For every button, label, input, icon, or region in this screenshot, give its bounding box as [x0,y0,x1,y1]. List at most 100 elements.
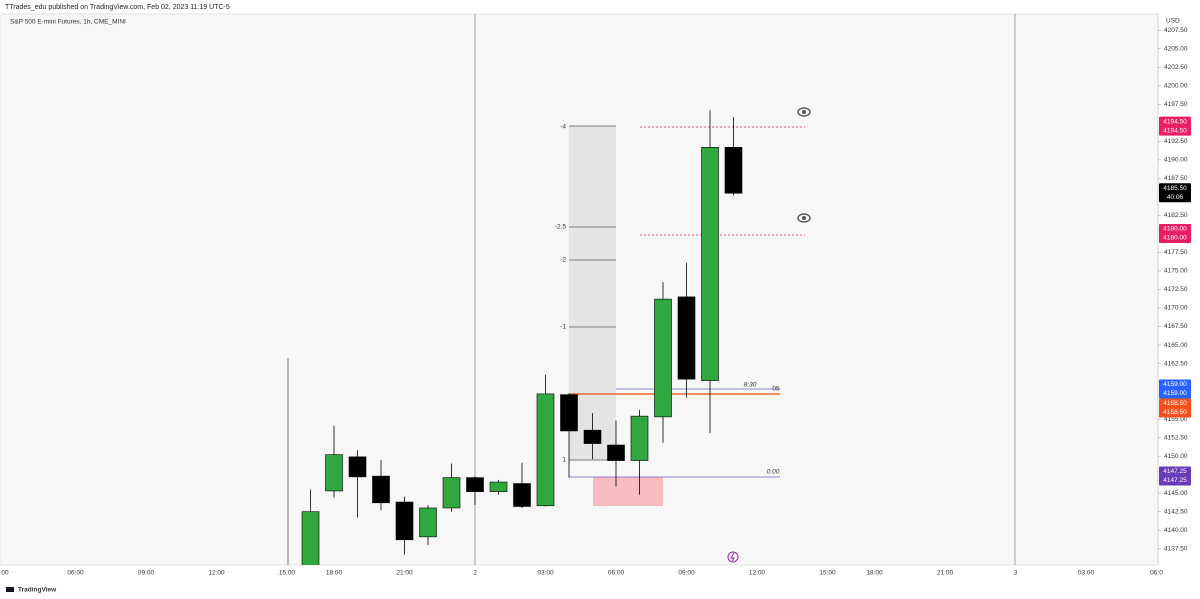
x-tick-label: 15:00 [819,570,836,577]
price-badge [1159,183,1191,203]
candle-body [442,477,461,509]
eye-icon [797,213,811,223]
y-tick-label: 4197.50 [1164,101,1188,108]
candle-body [489,481,508,492]
candle-body [536,393,555,507]
y-tick-label: 4155.00 [1164,416,1188,423]
x-tick-label: 21:00 [937,570,954,577]
candle-body [348,456,367,478]
event-icon [730,552,735,562]
y-tick-label: 4140.00 [1164,527,1188,534]
y-tick-label: 4170.00 [1164,305,1188,312]
candle-body [607,444,625,461]
x-tick-label: 12:00 [749,570,766,577]
price-badge-label: 4158.50 [1163,409,1187,416]
header: TTrades_edu published on TradingView.com… [5,4,230,11]
y-tick-label: 4177.50 [1164,249,1188,256]
x-tick-label: 12:00 [208,570,225,577]
x-tick-label: 03:00 [537,570,554,577]
price-badge [1159,223,1191,243]
y-tick-label: 4152.50 [1164,434,1188,441]
candle-body [583,429,602,444]
x-tick-label: 18:00 [326,570,343,577]
price-badge-label: 4194.50 [1163,118,1187,125]
price-badge-label: 4158.50 [1163,400,1187,407]
y-tick-label: 4200.00 [1164,83,1188,90]
x-tick-label: 06:00 [608,570,625,577]
y-tick-label: 4162.50 [1164,360,1188,367]
y-tick-label: 4187.50 [1164,175,1188,182]
candle-body [724,147,743,194]
candle-body [654,298,672,418]
y-tick-label: 4182.50 [1164,212,1188,219]
y-tick-label: 4137.50 [1164,545,1188,552]
price-badge-label: 4180.00 [1163,226,1187,233]
price-badge-label: 4159.00 [1163,381,1187,388]
y-tick-label: 4167.50 [1164,323,1188,330]
y-tick-label: 4145.00 [1164,490,1188,497]
x-tick-label: 2 [473,570,477,577]
x-tick-label: 06:0 [1150,570,1163,577]
event-icon [727,551,739,563]
footer: TradingView [18,587,57,594]
x-tick-label: 09:00 [138,570,155,577]
candle-body [301,511,320,565]
x-tick-label: 15:00 [279,570,296,577]
price-badge [1159,398,1191,418]
y-tick-label: 4172.50 [1164,286,1188,293]
x-tick-label: 3 [1014,570,1018,577]
candle-body [372,475,390,504]
y-tick-label: 4192.50 [1164,138,1188,145]
y-tick-label: 4175.00 [1164,268,1188,275]
fib-label: 1 [562,457,566,464]
zone [593,477,663,506]
candle-body [701,147,719,381]
price-badge [1159,466,1191,486]
x-tick-label: 00 [1,570,9,577]
price-badge-label: 4180.00 [1163,235,1187,242]
fib-label: -2.5 [555,224,567,231]
price-badge-label: 4185.50 [1163,185,1187,192]
candle-body [466,477,484,492]
fib-label: -2 [560,257,566,264]
x-tick-label: 18:00 [866,570,883,577]
y-tick-label: 4190.00 [1164,157,1188,164]
candle-body [630,415,649,461]
x-tick-label: 09:00 [678,570,695,577]
y-tick-label: 4207.50 [1164,27,1188,34]
fib-label: -1 [560,324,566,331]
y-tick-label: 4165.00 [1164,342,1188,349]
price-badge-label: 4159.00 [1163,390,1187,397]
x-tick-label: 06:00 [67,570,84,577]
candle-body [325,454,343,492]
eye-icon [797,107,811,117]
annotation: 0:00 [767,469,780,476]
fib-labels: -4 -2.5 -2 -1 1 8:30 05 0:00 [555,124,780,476]
x-tick-label: 21:00 [396,570,413,577]
y-tick-label: 4150.00 [1164,453,1188,460]
price-badge-label: 4147.25 [1163,468,1187,475]
price-badge [1159,116,1191,136]
candle-body [419,507,437,538]
candle-body [677,296,696,380]
y-tick-label: 4205.00 [1164,46,1188,53]
price-badge [1159,379,1191,399]
y-tick-label: 4202.50 [1164,64,1188,71]
annotation: 8:30 [744,382,757,389]
drawings [287,14,1016,565]
axes: 4137.50 4140.00 4142.50 4145.00 4150.00 4152.… [1,14,1191,577]
countdown: 40:06 [1167,194,1184,201]
fib-label: -4 [560,124,566,131]
price-badge-label: 4147.25 [1163,477,1187,484]
footer-logo: TradingView [6,587,57,594]
candle-body [560,394,578,432]
price-badge-label: 4194.50 [1163,127,1187,134]
axis-unit: USD [1166,18,1180,25]
candles [301,110,743,565]
x-tick-label: 03:00 [1078,570,1095,577]
y-tick-label: 4142.50 [1164,508,1188,515]
chart-title: S&P 500 E-mini Futures, 1h, CME_MINI [10,19,126,26]
annotation: 05 [772,386,780,393]
candle-body [395,501,414,541]
